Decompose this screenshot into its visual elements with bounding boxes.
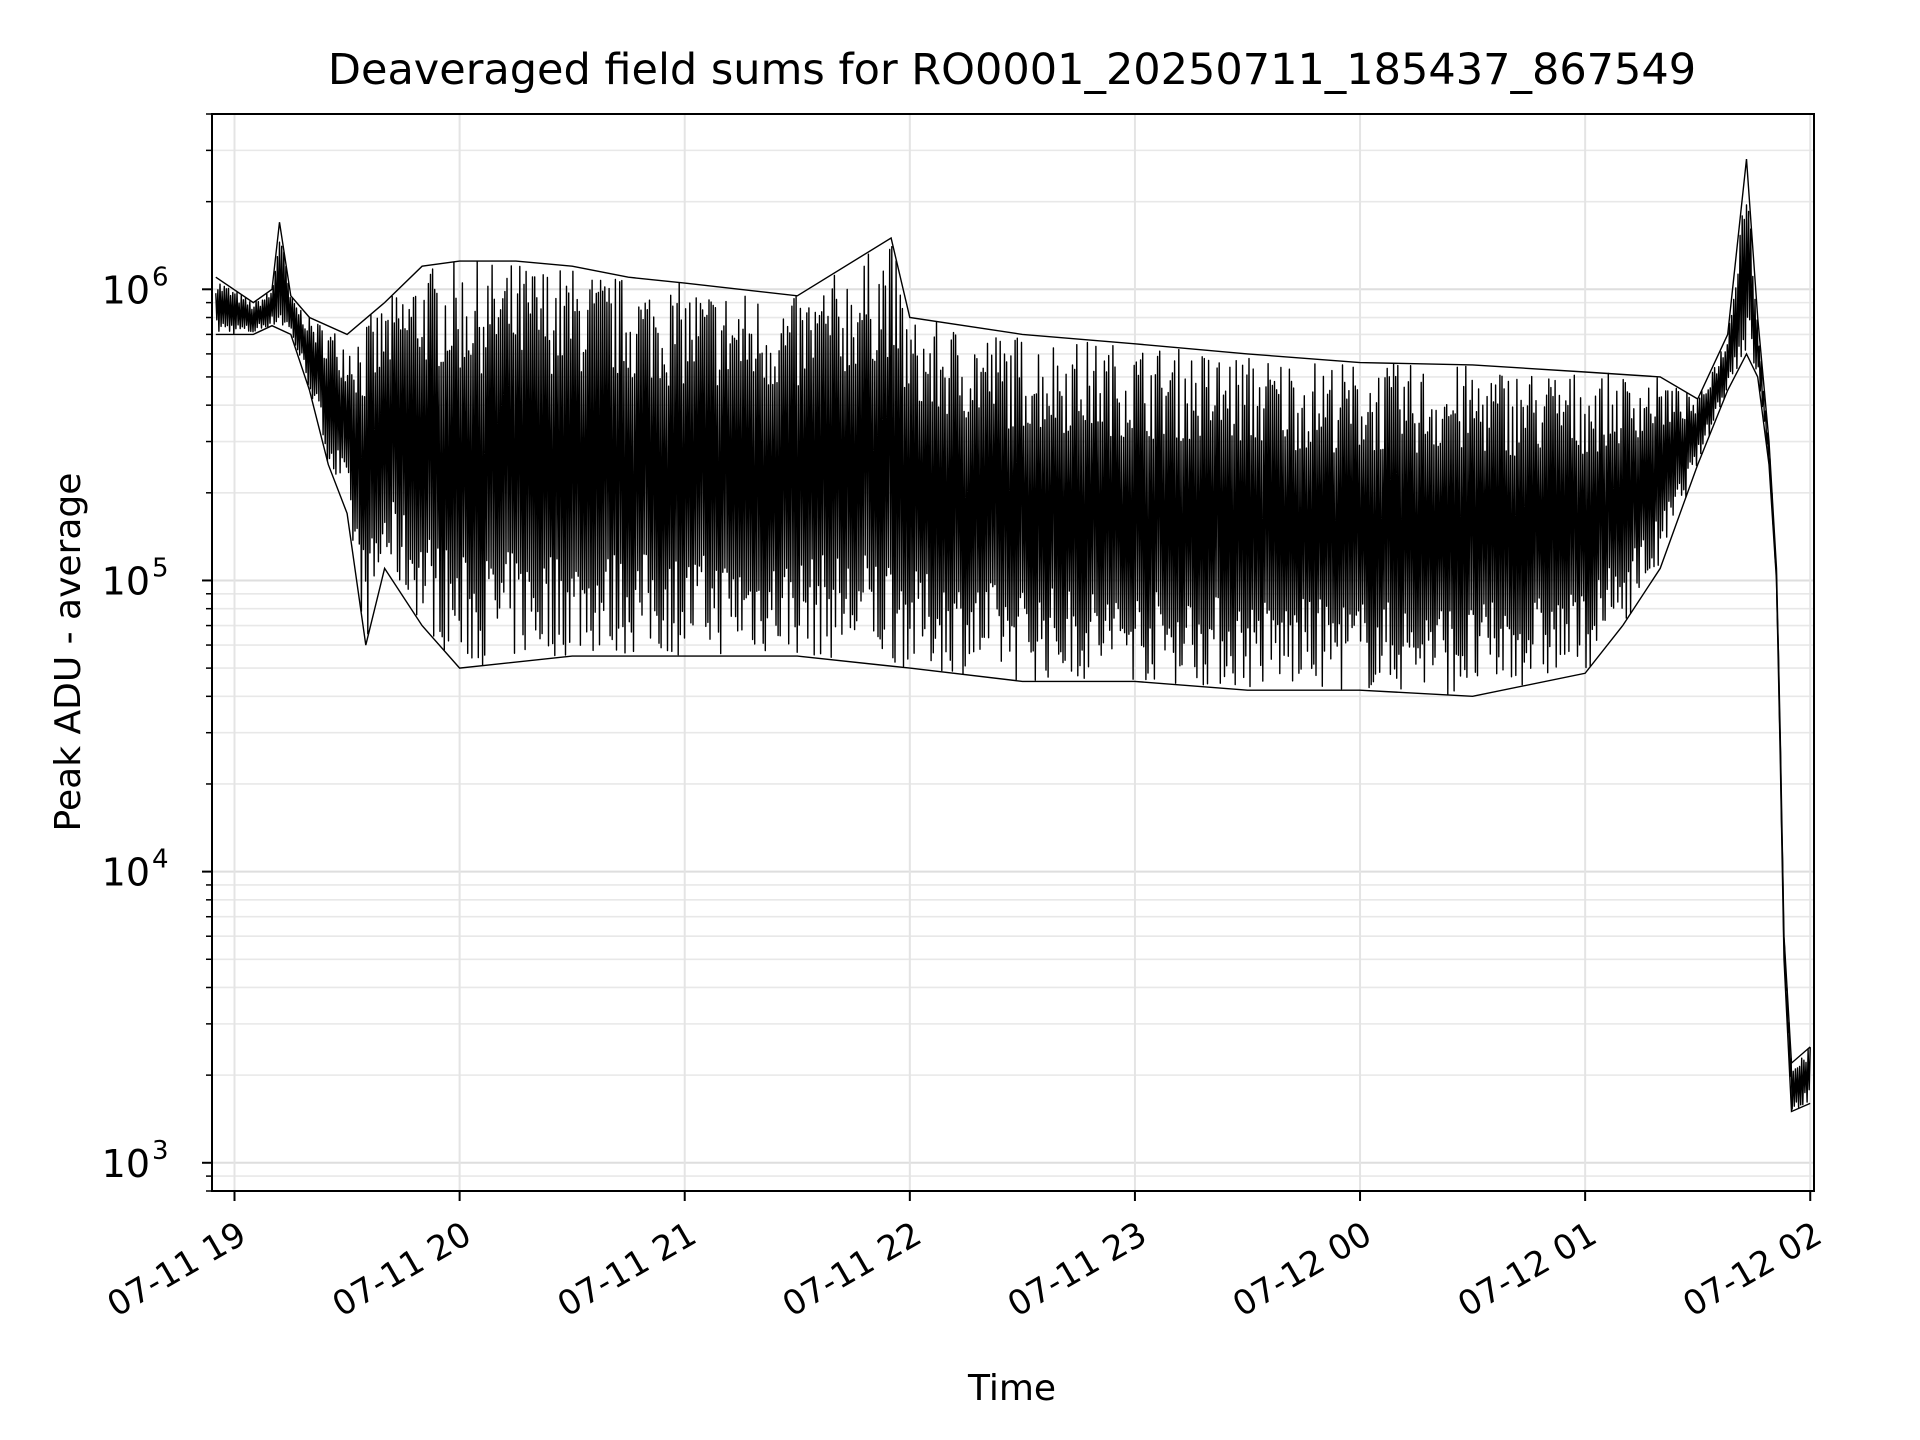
plot-frame	[211, 113, 1815, 1192]
y-tick-exponent: 6	[152, 262, 169, 292]
series-upper-envelope	[215, 159, 1811, 1065]
y-tick-exponent: 4	[152, 845, 169, 875]
y-tick-label: 10	[102, 851, 150, 895]
y-tick-exponent: 5	[152, 553, 169, 583]
chart-title: Deaveraged field sums for RO0001_2025071…	[328, 45, 1696, 95]
series-line	[215, 204, 1811, 1110]
series-lower-envelope	[215, 324, 1811, 1113]
y-axis-label: Peak ADU - average	[48, 473, 89, 832]
data-series	[215, 159, 1811, 1113]
y-tick-base: 10	[102, 268, 150, 312]
y-tick-label: 10	[102, 1142, 150, 1186]
y-tick-base: 10	[102, 851, 150, 895]
y-tick-label: 10	[102, 268, 150, 312]
y-tick-exponent: 3	[152, 1136, 169, 1166]
y-tick-base: 10	[102, 559, 150, 603]
y-tick-label: 10	[102, 559, 150, 603]
x-axis-label: Time	[967, 1368, 1056, 1409]
y-tick-base: 10	[102, 1142, 150, 1186]
